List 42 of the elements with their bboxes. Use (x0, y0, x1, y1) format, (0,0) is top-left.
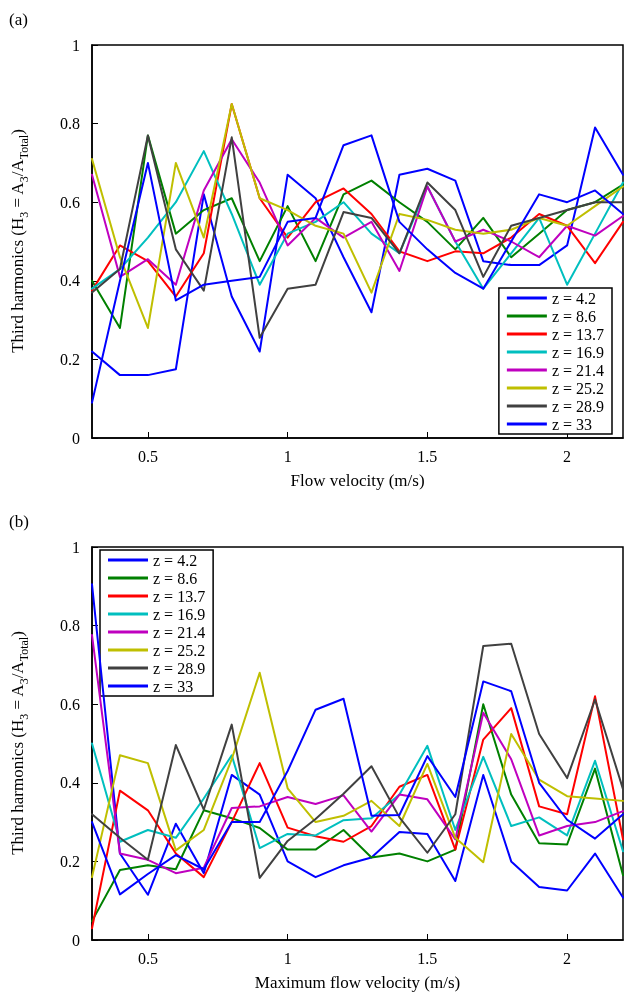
y-tick-label: 0.8 (60, 617, 80, 635)
y-tick-label: 0 (72, 429, 80, 447)
y-tick-label: 0.2 (60, 350, 80, 368)
y-tick-label: 0.4 (60, 774, 80, 792)
legend-label: z = 4.2 (551, 289, 596, 307)
legend-label: z = 25.2 (551, 379, 604, 397)
y-tick-label: 0.8 (60, 115, 80, 133)
y-tick-label: 0.6 (60, 695, 80, 713)
y-tick-label: 0.4 (60, 272, 80, 290)
y-tick-label: 1 (72, 36, 80, 54)
legend-label: z = 16.9 (551, 343, 604, 361)
x-axis-title: Maximum flow velocity (m/s) (254, 973, 461, 992)
legend-label: z = 21.4 (153, 623, 206, 641)
legend-label: z = 16.9 (153, 605, 206, 623)
legend-label: z = 25.2 (153, 641, 206, 659)
legend-label: z = 33 (153, 677, 194, 695)
legend-label: z = 33 (551, 415, 592, 433)
chart-title: (a) (9, 10, 28, 29)
x-tick-label: 0.5 (137, 949, 158, 967)
legend-label: z = 28.9 (153, 659, 206, 677)
x-tick-label: 2 (563, 949, 572, 967)
legend-label: z = 8.6 (153, 569, 198, 587)
legend-label: z = 13.7 (153, 587, 206, 605)
x-tick-label: 1 (283, 949, 292, 967)
x-tick-label: 2 (563, 447, 572, 465)
line-series (91, 742, 624, 853)
x-tick-label: 0.5 (137, 447, 158, 465)
x-axis-title: Flow velocity (m/s) (290, 471, 425, 490)
legend-label: z = 13.7 (551, 325, 604, 343)
y-tick-label: 1 (72, 538, 80, 556)
legend-label: z = 8.6 (551, 307, 596, 325)
x-tick-label: 1.5 (417, 949, 438, 967)
legend-label: z = 4.2 (153, 551, 198, 569)
y-tick-label: 0.6 (60, 193, 80, 211)
line-series (91, 583, 624, 899)
legend-label: z = 21.4 (551, 361, 604, 379)
legend-label: z = 28.9 (551, 397, 604, 415)
y-tick-label: 0.2 (60, 852, 80, 870)
chart-title: (b) (9, 512, 29, 531)
y-tick-label: 0 (72, 931, 80, 949)
x-tick-label: 1.5 (417, 447, 438, 465)
x-tick-label: 1 (283, 447, 292, 465)
